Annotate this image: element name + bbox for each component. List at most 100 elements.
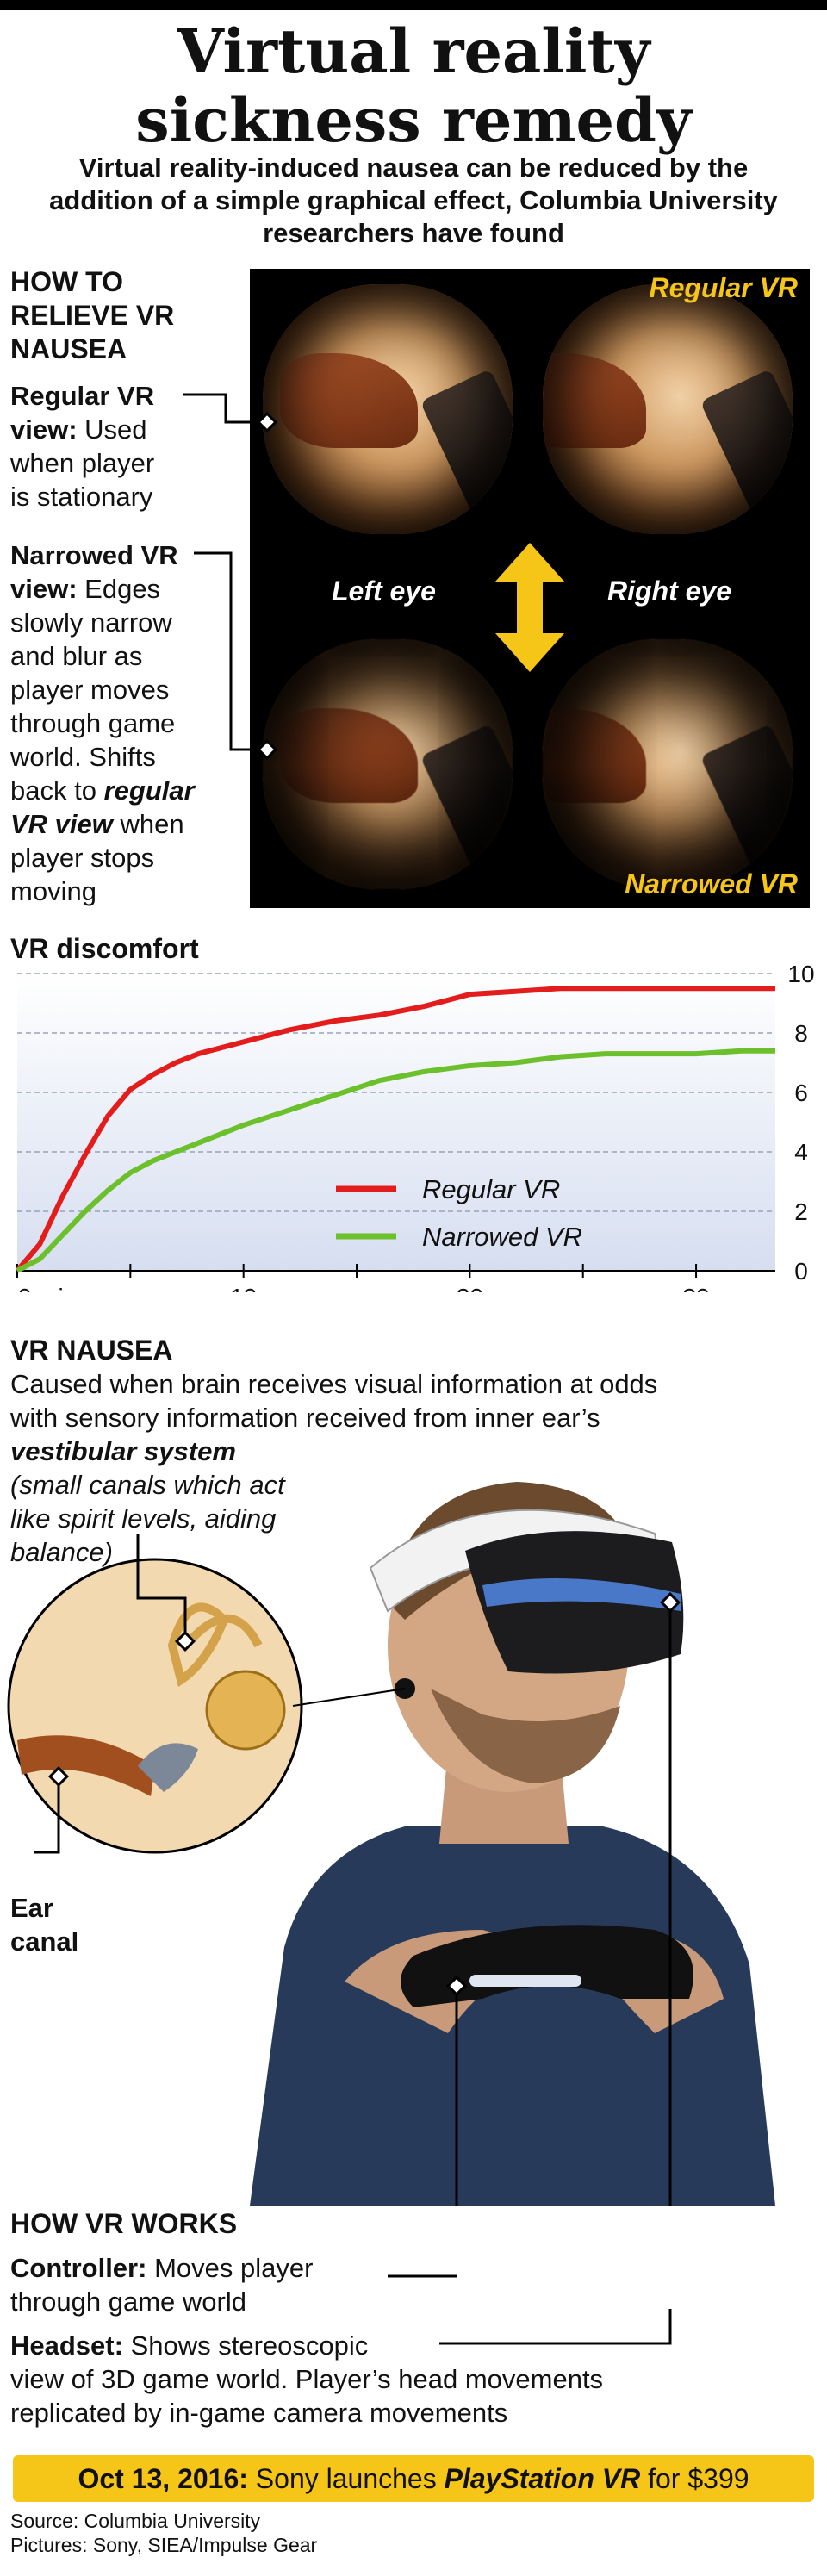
launch-text-part: for $399 bbox=[648, 2463, 749, 2494]
cochlea-shape bbox=[205, 1670, 286, 1751]
chart-plot-area bbox=[17, 974, 775, 1271]
inset-pointer bbox=[292, 1688, 406, 1707]
narrowed-view-desc: player stops bbox=[10, 843, 155, 873]
ear-canal-label: Ear canal bbox=[10, 1891, 78, 1958]
vestibular-note: balance) bbox=[10, 1537, 113, 1567]
vestibular-note: (small canals which act bbox=[10, 1470, 285, 1500]
narrowed-view-label: Narrowed VR bbox=[10, 540, 178, 570]
relieve-heading-line: NAUSEA bbox=[10, 333, 127, 364]
narrowed-view-desc: Edges bbox=[84, 574, 161, 604]
launch-text: Oct 13, 2016: Sony launches PlayStation … bbox=[13, 2455, 814, 2502]
top-rule bbox=[0, 0, 827, 10]
regular-left-eye-lens bbox=[263, 284, 513, 534]
vr-view-panel: Regular VR Narrowed VR Left eye Right ey… bbox=[250, 269, 810, 908]
controller-label: Controller: bbox=[10, 2253, 147, 2283]
right-eye-label: Right eye bbox=[607, 576, 732, 607]
controller-marker bbox=[445, 1975, 468, 1997]
double-arrow-icon bbox=[495, 543, 564, 672]
nausea-heading: VR NAUSEA bbox=[10, 1335, 173, 1366]
regular-view-label: Regular VR bbox=[10, 381, 155, 411]
narrowed-left-eye-lens bbox=[263, 639, 513, 889]
title-line-1: Virtual reality bbox=[177, 16, 650, 87]
ear-canal-label-line: Ear bbox=[10, 1893, 53, 1923]
controller-desc: Moves player bbox=[154, 2253, 314, 2283]
player-shirt bbox=[250, 1826, 775, 2206]
regular-view-desc: is stationary bbox=[10, 482, 153, 512]
nausea-text: Caused when brain receives visual inform… bbox=[10, 1369, 658, 1399]
narrowed-view-connector bbox=[194, 551, 267, 751]
game-controller bbox=[401, 1925, 693, 2007]
inner-ear-inset bbox=[7, 1558, 303, 1854]
left-eye-label: Left eye bbox=[332, 576, 436, 607]
x-tick-label: 30 bbox=[682, 1284, 709, 1292]
headset-label: Headset: bbox=[10, 2330, 123, 2361]
regular-view-connector bbox=[183, 393, 267, 424]
narrowed-view-desc: player moves bbox=[10, 675, 170, 705]
nausea-text: with sensory information received from i… bbox=[10, 1403, 600, 1433]
eardrum-shape bbox=[138, 1743, 198, 1792]
narrowed-vr-tag: Narrowed VR bbox=[625, 868, 798, 899]
credits: Source: Columbia University Pictures: So… bbox=[10, 2509, 317, 2557]
controller-desc: through game world bbox=[10, 2287, 246, 2317]
headset-light-strip bbox=[482, 1578, 681, 1611]
narrowed-view-desc: and blur as bbox=[10, 641, 143, 671]
narrowed-view-label: view: bbox=[10, 574, 78, 604]
y-tick-label: 2 bbox=[794, 1198, 808, 1225]
narrowed-view-desc: slowly narrow bbox=[10, 607, 172, 638]
x-tick-label: 0 mins bbox=[18, 1284, 89, 1292]
headset-desc: replicated by in-game camera movements bbox=[10, 2398, 508, 2428]
vr-player-illustration bbox=[7, 1482, 775, 2206]
how-vr-works-section: HOW VR WORKS Controller: Moves player th… bbox=[10, 2207, 811, 2430]
narrowed-view-emphasis: regular bbox=[103, 775, 195, 806]
launch-text-part: Sony launches bbox=[255, 2463, 437, 2494]
regular-view-desc: Used bbox=[84, 414, 147, 445]
subtitle: Virtual reality-induced nausea can be re… bbox=[49, 152, 778, 248]
vestibular-note: like spirit levels, aiding bbox=[10, 1503, 277, 1534]
narrowed-view-desc: world. Shifts bbox=[10, 742, 156, 772]
narrowed-view-marker bbox=[256, 738, 278, 761]
launch-banner: Oct 13, 2016: Sony launches PlayStation … bbox=[13, 2455, 814, 2502]
regular-view-label: view: bbox=[10, 414, 78, 445]
regular-view-text: Regular VR view: Used when player is sta… bbox=[10, 379, 243, 513]
vestibular-marker bbox=[174, 1630, 196, 1652]
regular-right-eye-lens bbox=[543, 284, 793, 534]
launch-date: Oct 13, 2016: bbox=[78, 2463, 248, 2494]
relieve-heading-line: RELIEVE VR bbox=[10, 300, 175, 331]
ear-canal-connector bbox=[34, 1776, 60, 1854]
title-line-2: sickness remedy bbox=[135, 84, 692, 156]
narrowed-view-desc: when bbox=[120, 809, 184, 839]
regular-vr-tag: Regular VR bbox=[649, 272, 798, 303]
regular-view-desc: when player bbox=[10, 448, 155, 478]
narrowed-right-eye-lens bbox=[543, 639, 793, 889]
works-connectors bbox=[388, 2274, 672, 2345]
x-tick-label: 20 bbox=[457, 1284, 483, 1292]
controller-light-bar bbox=[469, 1975, 581, 1987]
x-tick-label: 10 bbox=[230, 1284, 257, 1292]
narrowed-view-desc: moving bbox=[10, 876, 96, 906]
semicircular-canals bbox=[186, 1614, 263, 1648]
y-tick-label: 0 bbox=[794, 1258, 808, 1285]
headset-marker bbox=[659, 1591, 681, 1614]
ear-canal-shape bbox=[17, 1735, 155, 1796]
y-tick-label: 8 bbox=[794, 1020, 808, 1047]
y-tick-label: 6 bbox=[794, 1080, 808, 1106]
how-vr-works-heading: HOW VR WORKS bbox=[10, 2208, 238, 2239]
player-beard bbox=[431, 1689, 620, 1783]
narrowed-view-desc: back to bbox=[10, 775, 96, 806]
launch-product: PlayStation VR bbox=[444, 2463, 641, 2494]
source-credit: Source: Columbia University bbox=[10, 2510, 261, 2532]
vestibular-connector bbox=[136, 1534, 187, 1641]
y-tick-label: 4 bbox=[794, 1139, 808, 1166]
narrowed-view-emphasis: VR view bbox=[10, 809, 113, 839]
relieve-heading-line: HOW TO bbox=[10, 266, 123, 297]
vestibular-term: vestibular system bbox=[10, 1436, 236, 1466]
ear-canal-label-line: canal bbox=[10, 1926, 79, 1957]
headset-visor bbox=[465, 1531, 684, 1674]
discomfort-chart: 0 2 4 6 8 10 0 mins 10 20 30 Regular VR Narrowed V… bbox=[15, 961, 815, 1292]
pictures-credit: Pictures: Sony, SIEA/Impulse Gear bbox=[10, 2534, 318, 2556]
y-tick-label: 10 bbox=[787, 961, 814, 987]
legend-label: Regular VR bbox=[422, 1174, 560, 1204]
headset-desc: view of 3D game world. Player’s head mov… bbox=[10, 2364, 604, 2394]
narrowed-view-desc: through game bbox=[10, 708, 176, 738]
headset-connector-end bbox=[439, 2309, 672, 2345]
